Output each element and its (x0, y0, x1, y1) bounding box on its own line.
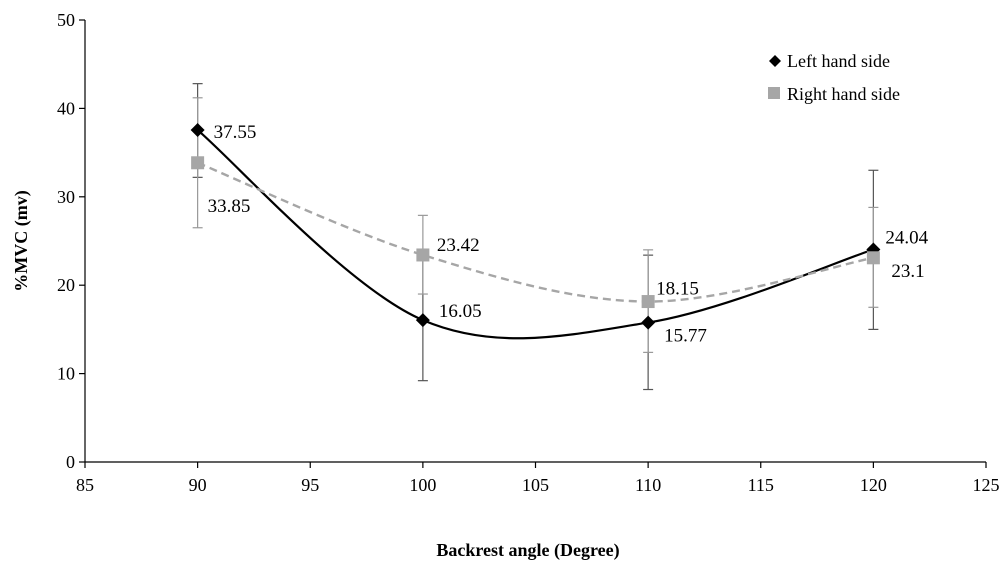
data-labels: 37.55 16.05 15.77 24.04 33.85 23.42 18.15 23.1 (208, 122, 929, 347)
x-ticks: 85 90 95 100 105 110 115 120 125 (76, 462, 1000, 495)
marker-square (641, 295, 655, 309)
x-axis-title: Backrest angle (Degree) (436, 540, 619, 561)
marker-diamond (415, 313, 430, 328)
data-label: 37.55 (214, 122, 257, 143)
legend-item-left-hand-side: Left hand side (769, 51, 890, 71)
legend-label-right: Right hand side (787, 84, 900, 104)
legend-marker-square (768, 87, 780, 99)
y-tick-label: 0 (66, 452, 75, 472)
x-tick-label: 90 (189, 475, 207, 495)
y-tick-label: 40 (57, 98, 75, 118)
data-label: 23.1 (891, 261, 924, 282)
y-tick-label: 20 (57, 275, 75, 295)
x-tick-label: 125 (973, 475, 1000, 495)
x-tick-label: 105 (522, 475, 549, 495)
series-line-left-hand-side (196, 129, 874, 340)
x-tick-label: 100 (409, 475, 436, 495)
data-label: 15.77 (664, 326, 707, 347)
marker-diamond (190, 123, 205, 138)
marker-diamond (641, 315, 656, 330)
markers (190, 123, 881, 330)
data-label: 18.15 (656, 279, 699, 300)
data-label: 24.04 (885, 227, 928, 248)
series-line-right-hand-side (197, 161, 874, 303)
marker-square (416, 248, 430, 262)
x-tick-label: 120 (860, 475, 887, 495)
y-tick-label: 50 (57, 10, 75, 30)
marker-square (866, 251, 880, 265)
error-bars (192, 83, 879, 391)
series-lines (196, 129, 874, 340)
data-label: 23.42 (437, 235, 480, 256)
y-axis-title: %MVC (mv) (11, 190, 32, 291)
legend: Left hand side Right hand side (768, 51, 900, 104)
legend-item-right-hand-side: Right hand side (768, 84, 900, 104)
x-tick-label: 115 (748, 475, 774, 495)
x-tick-label: 110 (635, 475, 661, 495)
x-tick-label: 95 (301, 475, 319, 495)
data-label: 16.05 (439, 301, 482, 322)
legend-marker-diamond (769, 55, 781, 67)
data-label: 33.85 (208, 196, 251, 217)
y-ticks: 0 10 20 30 40 50 (57, 10, 85, 472)
legend-label-left: Left hand side (787, 51, 890, 71)
x-tick-label: 85 (76, 475, 94, 495)
marker-square (191, 156, 205, 170)
y-tick-label: 30 (57, 187, 75, 207)
y-tick-label: 10 (57, 364, 75, 384)
